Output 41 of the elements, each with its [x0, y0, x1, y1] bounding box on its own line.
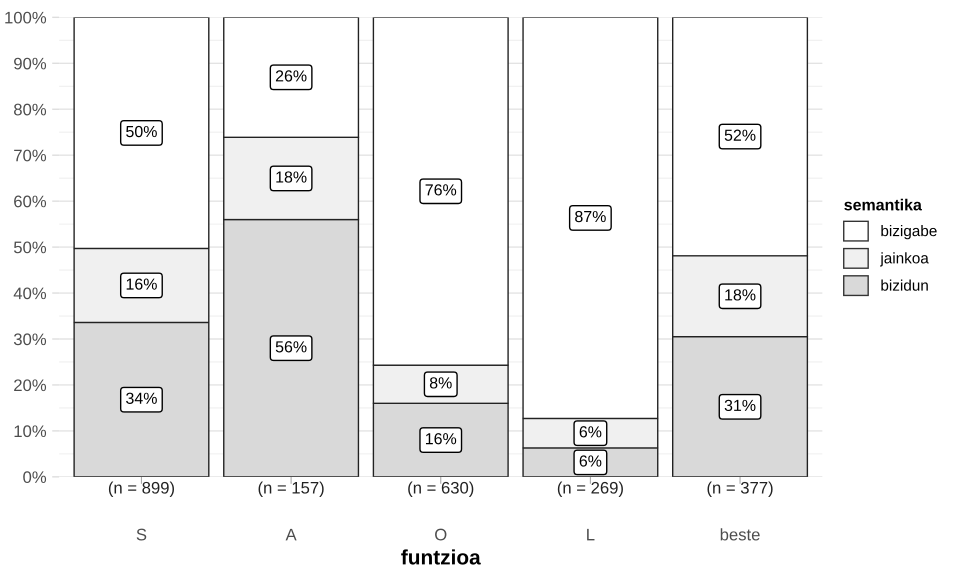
y-tick-label: 40%	[14, 287, 46, 300]
x-axis-title: funtzioa	[401, 549, 481, 565]
data-label: 6%	[580, 426, 602, 438]
data-label: 50%	[126, 126, 157, 138]
data-label: 31%	[724, 400, 756, 412]
y-tick-label: 80%	[14, 104, 46, 116]
text: (n = 630)	[408, 481, 474, 497]
text: jainkoa	[880, 252, 929, 267]
data-label: 26%	[276, 70, 307, 82]
text: bizigabe	[881, 225, 937, 240]
data-label: 16%	[126, 278, 157, 290]
data-label: 18%	[725, 289, 756, 301]
x-tick-label: L	[587, 528, 594, 540]
data-label: 87%	[575, 210, 606, 222]
data-label: 6%	[580, 455, 602, 467]
y-tick-label: 100%	[5, 12, 46, 24]
y-tick-label: 60%	[14, 196, 46, 208]
y-tick-label: 10%	[14, 425, 46, 438]
x-tick-label: S	[136, 528, 146, 540]
y-tick-label: 30%	[14, 333, 46, 346]
data-label: 34%	[126, 392, 157, 404]
text: (n = 377)	[707, 481, 773, 497]
data-label: 76%	[426, 184, 456, 196]
data-label: 18%	[276, 171, 307, 183]
y-tick-label: 90%	[14, 58, 46, 70]
y-tick-label: 50%	[14, 241, 46, 254]
x-tick-label: O	[435, 528, 446, 540]
data-label: 8%	[430, 377, 452, 389]
x-tick-label: beste	[720, 528, 760, 540]
data-label: 56%	[276, 341, 307, 352]
text: (n = 157)	[258, 481, 324, 497]
legend-label: bizidun	[881, 280, 928, 291]
legend-title: semantika	[844, 198, 922, 210]
text: (n = 899)	[108, 481, 174, 497]
x-tick-label: A	[286, 528, 297, 540]
y-tick-label: 0%	[23, 471, 46, 484]
data-label: 52%	[724, 130, 756, 141]
data-label: 16%	[426, 433, 456, 444]
y-tick-label: 20%	[14, 379, 46, 392]
y-tick-label: 70%	[14, 150, 46, 162]
text: (n = 269)	[558, 481, 623, 497]
